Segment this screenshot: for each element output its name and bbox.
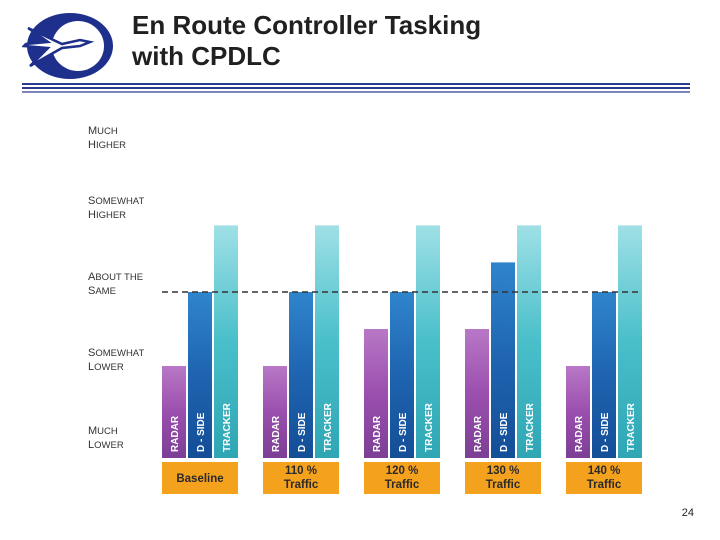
y-tick-label: HIGHER: [88, 139, 126, 151]
bar-series-label: RADAR: [170, 415, 181, 452]
faa-logo: [22, 13, 113, 79]
title-line-1: En Route Controller Tasking: [132, 10, 482, 40]
y-tick-label: SOMEWHAT: [88, 347, 144, 359]
bar-series-label: TRACKER: [424, 402, 435, 452]
x-tick-label: Baseline: [176, 473, 223, 485]
x-tick-label: Traffic: [587, 479, 622, 491]
page-title: En Route Controller Tasking with CPDLC: [132, 10, 481, 72]
title-line-2: with CPDLC: [132, 41, 281, 71]
bar-series-label: D - SIDE: [600, 412, 611, 452]
bar-series-label: TRACKER: [626, 402, 637, 452]
category-block: [364, 462, 440, 494]
bar-series-label: RADAR: [574, 415, 585, 452]
y-tick-label: MUCH: [88, 125, 118, 137]
bar-tracker: [214, 225, 238, 458]
bar-series-label: D - SIDE: [499, 412, 510, 452]
bar-dside: [390, 292, 414, 458]
x-tick-label: 130 %: [487, 465, 520, 477]
y-tick-label: LOWER: [88, 361, 124, 373]
bar-series-label: D - SIDE: [196, 412, 207, 452]
title-rule: [22, 83, 690, 93]
x-tick-label: Traffic: [284, 479, 319, 491]
bar-dside: [188, 292, 212, 458]
category-block: [465, 462, 541, 494]
bar-tracker: [315, 225, 339, 458]
x-tick-label: 140 %: [588, 465, 621, 477]
bar-dside: [491, 262, 515, 458]
category-block: [162, 462, 238, 494]
bar-radar: [465, 329, 489, 458]
category-block: [263, 462, 339, 494]
bar-dside: [592, 292, 616, 458]
bar-radar: [263, 366, 287, 458]
x-tick-label: Traffic: [385, 479, 420, 491]
bar-radar: [162, 366, 186, 458]
bar-series-label: RADAR: [271, 415, 282, 452]
x-tick-label: 110 %: [285, 465, 317, 477]
bar-series-label: D - SIDE: [297, 412, 308, 452]
x-tick-label: 120 %: [386, 465, 419, 477]
y-tick-label: MUCH: [88, 425, 118, 437]
bar-series-label: TRACKER: [525, 402, 536, 452]
y-tick-label: LOWER: [88, 439, 124, 451]
bar-series-label: RADAR: [372, 415, 383, 452]
category-block: [566, 462, 642, 494]
x-tick-label: Traffic: [486, 479, 521, 491]
slide-number: 24: [681, 507, 694, 519]
bar-dside: [289, 292, 313, 458]
bar-series-label: D - SIDE: [398, 412, 409, 452]
y-tick-label: ABOUT THE: [88, 271, 143, 283]
bar-radar: [566, 366, 590, 458]
bar-tracker: [517, 225, 541, 458]
bar-tracker: [618, 225, 642, 458]
bar-series-label: RADAR: [473, 415, 484, 452]
bar-series-label: TRACKER: [222, 402, 233, 452]
bar-series-label: TRACKER: [323, 402, 334, 452]
y-tick-label: SAME: [88, 285, 116, 297]
y-tick-label: SOMEWHAT: [88, 195, 144, 207]
bar-tracker: [416, 225, 440, 458]
y-tick-label: HIGHER: [88, 209, 126, 221]
bar-radar: [364, 329, 388, 458]
